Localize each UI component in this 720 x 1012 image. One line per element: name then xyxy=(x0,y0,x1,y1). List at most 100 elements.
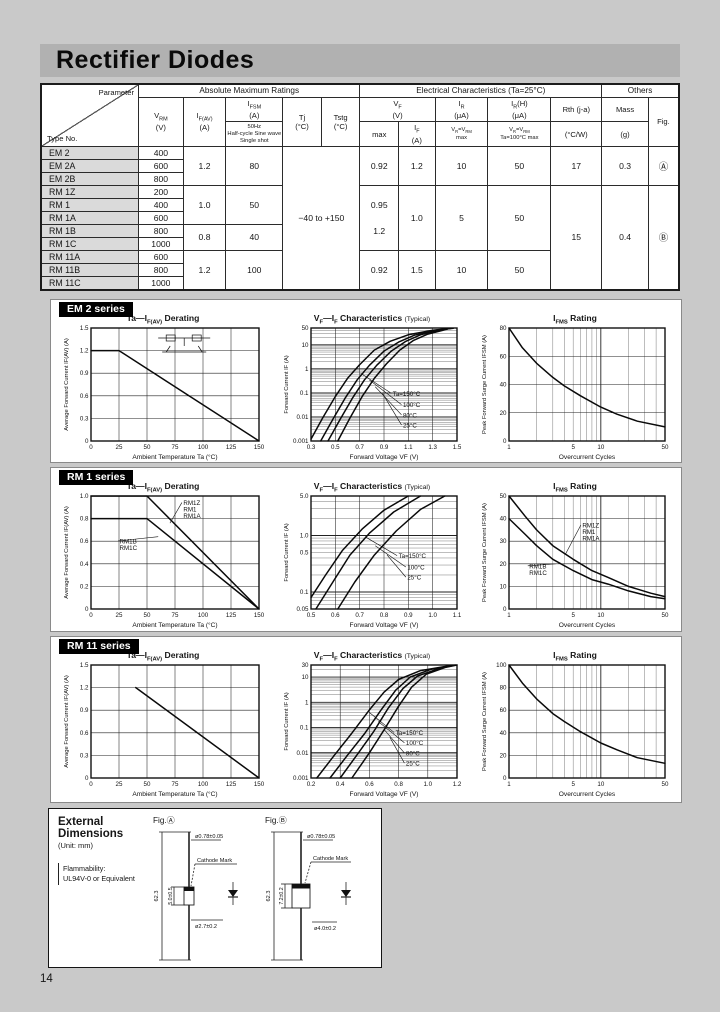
curve-label: 100°C xyxy=(406,740,424,747)
column-header: IF(AV) (A) xyxy=(182,97,227,147)
svg-text:0.6: 0.6 xyxy=(80,538,89,545)
svg-text:125: 125 xyxy=(226,781,237,788)
svg-text:0: 0 xyxy=(503,775,507,782)
dim-overall-length: 62.3 xyxy=(154,891,160,902)
data-curve xyxy=(508,495,666,598)
value-cell: Ⓐ xyxy=(647,145,680,186)
value-cell: 800 xyxy=(138,171,184,186)
x-axis-label: Overcurrent Cycles xyxy=(559,622,616,629)
svg-text:50: 50 xyxy=(500,493,507,500)
value-cell: 15 xyxy=(550,184,603,291)
value-cell: 0.95 1.2 xyxy=(359,184,400,251)
svg-text:1.0: 1.0 xyxy=(423,781,432,788)
x-axis-label: Forward Voltage VF (V) xyxy=(350,454,419,461)
value-cell: 1000 xyxy=(138,275,184,291)
chart-canvas: 1 5 10 50 0 20 40 60 80 100 Overcurrent Cycles Peak… xyxy=(482,662,669,798)
svg-text:1.0: 1.0 xyxy=(80,493,89,500)
data-curve xyxy=(316,665,451,779)
type-cell: RM 1B xyxy=(40,223,140,238)
svg-text:40: 40 xyxy=(500,730,507,737)
curve-label: Ta=150°C xyxy=(396,730,424,737)
svg-text:0.01: 0.01 xyxy=(296,414,309,421)
section-rm1-series: RM 1 series Ta—IF(AV) Derating 0 25 50 75 100… xyxy=(50,467,682,632)
svg-text:75: 75 xyxy=(172,781,179,788)
external-dimensions-title: External Dimensions xyxy=(58,816,124,841)
value-cell: 800 xyxy=(138,262,184,277)
svg-text:1.3: 1.3 xyxy=(428,444,437,451)
unit-note: (Unit: mm) xyxy=(58,841,93,851)
svg-text:1: 1 xyxy=(507,444,511,451)
svg-text:25: 25 xyxy=(116,444,123,451)
chart-canvas: 0 25 50 75 100 125 150 0 0.2 0.4 0.6 0.8 1.0 Ambient … xyxy=(64,493,265,629)
value-cell: 0.92 xyxy=(359,249,400,291)
value-cell: 1000 xyxy=(138,236,184,251)
svg-text:75: 75 xyxy=(172,612,179,619)
chart-canvas: 0 25 50 75 100 125 150 0 0.3 0.6 0.9 1.2 1.5 Ambient … xyxy=(64,662,265,798)
svg-text:30: 30 xyxy=(302,662,309,669)
svg-text:0.6: 0.6 xyxy=(365,781,374,788)
y-axis-label: Peak Forward Surge Current IFSM (A) xyxy=(482,503,488,602)
svg-text:0: 0 xyxy=(89,612,93,619)
svg-text:0.3: 0.3 xyxy=(307,444,316,451)
svg-text:50: 50 xyxy=(144,612,151,619)
type-cell: RM 11C xyxy=(40,275,140,291)
x-axis-label: Forward Voltage VF (V) xyxy=(350,791,419,798)
data-curve xyxy=(327,328,442,442)
y-axis-label: Forward Current IF (A) xyxy=(284,355,290,413)
column-subheader: VR=VRM Ta=100°C max xyxy=(487,121,552,147)
chart-rm1-derating: Ta—IF(AV) Derating 0 25 50 75 100 125 150 0 0.2 0.… xyxy=(61,481,265,630)
svg-text:0.6: 0.6 xyxy=(80,393,89,400)
curve-label: 100°C xyxy=(407,564,425,571)
svg-text:0.8: 0.8 xyxy=(80,516,89,523)
svg-text:1.0: 1.0 xyxy=(428,612,437,619)
chart-canvas: 0 25 50 75 100 125 150 0 0.3 0.6 0.9 1.2 1.5 Ambient … xyxy=(64,325,265,461)
chart-rm11-surge-rating: IFMS Rating 1 5 10 50 0 20 40 60 80 100 Overcurrent… xyxy=(479,650,671,799)
svg-text:0.6: 0.6 xyxy=(80,730,89,737)
svg-text:25: 25 xyxy=(116,612,123,619)
data-curve xyxy=(310,327,452,440)
data-curve xyxy=(351,664,458,779)
svg-text:0.5: 0.5 xyxy=(300,550,309,557)
svg-text:10: 10 xyxy=(597,781,604,788)
chart-em2-derating: Ta—IF(AV) Derating 0 25 50 75 100 125 150 0 0.3 0.… xyxy=(61,313,265,462)
x-axis-label: Forward Voltage VF (V) xyxy=(350,622,419,629)
value-cell: 800 xyxy=(138,223,184,238)
svg-text:80: 80 xyxy=(500,685,507,692)
svg-text:1: 1 xyxy=(305,366,309,373)
data-curve xyxy=(90,495,260,610)
value-cell: 80 xyxy=(225,145,284,186)
column-header: IR (μA) xyxy=(434,96,489,123)
curve-label: 80°C xyxy=(403,412,417,419)
svg-text:1.2: 1.2 xyxy=(80,685,89,692)
svg-text:0.001: 0.001 xyxy=(293,775,309,782)
svg-text:1.2: 1.2 xyxy=(80,348,89,355)
ratings-characteristics-table: Parameter Type No. Absolute Maximum Rating… xyxy=(40,83,680,291)
diode-symbol xyxy=(341,890,351,897)
column-header: Rth (j-a) xyxy=(550,96,603,123)
chart-title: VF—IF Characteristics (Typical) xyxy=(313,650,431,663)
dim-lead-diameter: ø0.78±0.05 xyxy=(195,834,223,840)
svg-text:5.0: 5.0 xyxy=(300,493,309,500)
value-cell: 50 xyxy=(487,145,552,186)
svg-text:0.4: 0.4 xyxy=(80,561,89,568)
svg-text:0.9: 0.9 xyxy=(404,612,413,619)
svg-text:0.3: 0.3 xyxy=(80,415,89,422)
svg-text:100: 100 xyxy=(198,781,209,788)
curve-label: RM1B RM1C xyxy=(120,538,138,552)
page-title: Rectifier Diodes xyxy=(56,46,255,74)
group-header: Electrical Characteristics (Ta=25°C) xyxy=(359,83,603,98)
dim-body-length: 7.2±0.2 xyxy=(279,887,285,904)
curve-label: RM1Z RM1 RM1A xyxy=(183,500,201,520)
value-cell: 400 xyxy=(138,145,184,160)
svg-text:20: 20 xyxy=(500,752,507,759)
curve-label: Ta=150°C xyxy=(393,391,421,398)
svg-text:1.1: 1.1 xyxy=(404,444,413,451)
svg-text:40: 40 xyxy=(500,516,507,523)
column-header: VF (V) xyxy=(359,96,436,123)
svg-text:100: 100 xyxy=(496,662,507,669)
value-cell: Ⓑ xyxy=(647,184,680,291)
chart-title: IFMS Rating xyxy=(553,313,597,326)
y-axis-label: Peak Forward Surge Current IFSM (A) xyxy=(482,335,488,434)
y-axis-label: Average Forward Current IF(AV) (A) xyxy=(64,338,70,431)
charts-row: Ta—IF(AV) Derating 0 25 50 75 100 125 150 0 0.2 0.… xyxy=(51,468,681,630)
